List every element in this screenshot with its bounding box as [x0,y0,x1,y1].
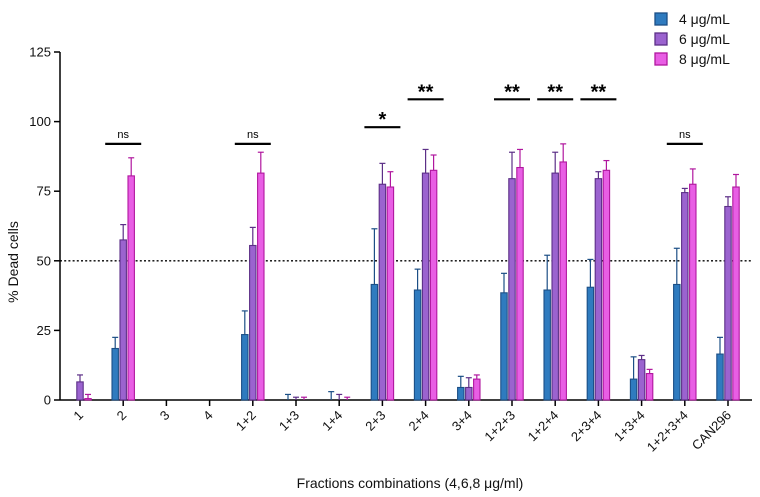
bar [386,186,395,401]
legend-swatch [654,12,668,26]
x-tick-label: 1+2+4 [525,408,562,445]
bar [378,183,387,401]
x-tick-label: 1+2+3+4 [644,408,691,455]
y-tick-label: 0 [44,393,51,408]
legend-label: 8 μg/mL [679,51,730,67]
bar [732,186,740,401]
bar [457,386,465,401]
bar [241,334,249,401]
bar [84,398,92,401]
x-tick-label: 2+3+4 [568,408,605,445]
significance-label: ** [591,81,607,103]
legend-swatch [654,32,668,46]
x-axis-title: Fractions combinations (4,6,8 μg/ml) [297,475,524,491]
x-tick-label: 3+4 [449,408,475,434]
bar [370,283,379,401]
x-tick-label: 1+3+4 [611,408,648,445]
x-tick-label: 1 [70,408,86,424]
bar [421,172,430,401]
x-tick-label: 1+2+3 [481,408,518,445]
x-tick-label: 2+4 [406,408,432,434]
bar [681,192,689,401]
x-tick-label: 4 [200,408,216,424]
x-tick-label: 1+4 [319,408,345,434]
legend-swatch [654,52,668,66]
y-tick-label: 100 [29,114,51,129]
bar [551,172,559,401]
significance-label: ** [547,81,563,103]
bar [249,244,257,401]
y-tick-label: 125 [29,45,51,60]
x-tick-label: 2 [114,408,130,424]
x-tick-label: 1+2 [233,408,259,434]
bar [689,183,697,401]
bar [429,169,438,401]
legend-label: 6 μg/mL [679,31,730,47]
bar [76,381,84,401]
significance-group: ns ns*** ** ** **ns [105,81,703,145]
y-tick-label: 50 [37,253,51,268]
bar [413,289,422,401]
x-tick-label: 1+3 [276,408,302,434]
x-tick-label: CAN296 [689,408,734,453]
bars-group [76,143,740,401]
bar [473,378,481,401]
legend-label: 4 μg/mL [679,11,730,27]
y-tick-label: 75 [37,184,51,199]
bar [637,359,646,401]
bar [629,378,638,401]
y-axis-title: % Dead cells [5,221,21,303]
bar [508,178,516,401]
x-tick-label: 3 [157,408,173,424]
bar [257,172,265,401]
significance-label: ns [117,129,129,141]
bar [111,347,119,401]
significance-label: ** [504,81,520,103]
bar [516,166,524,401]
bar [673,283,681,401]
bar [716,353,724,401]
bar [586,286,595,401]
bar [559,161,567,401]
bar [465,386,473,401]
bar [594,178,603,401]
bar [645,373,654,401]
significance-label: * [379,109,387,131]
bar [500,292,508,401]
significance-label: ns [679,129,691,141]
significance-label: ** [418,81,434,103]
legend: 4 μg/mL 6 μg/mL 8 μg/mL [654,11,730,67]
bar [602,169,611,401]
bar [543,289,551,401]
bar [119,239,127,401]
y-tick-label: 25 [37,323,51,338]
x-tick-label: 2+3 [362,408,388,434]
bar [724,205,732,401]
bar [127,175,135,401]
significance-label: ns [247,129,259,141]
